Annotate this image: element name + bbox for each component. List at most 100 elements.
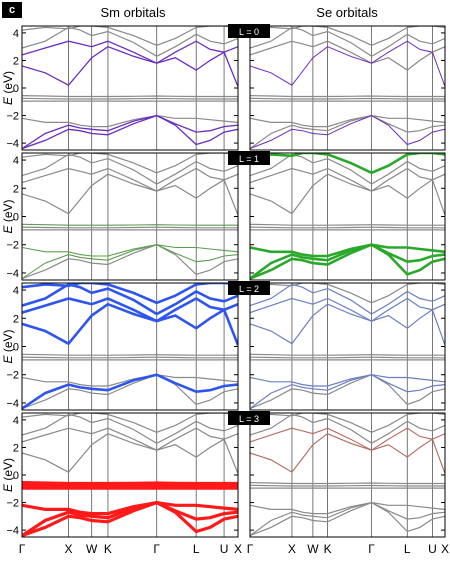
- band-d3: [250, 283, 445, 315]
- kpoint-label: K: [324, 542, 332, 556]
- legend-2: L = 2: [228, 281, 270, 295]
- band-s3: [22, 374, 238, 387]
- band-d3: [22, 26, 238, 57]
- band-s2: [22, 114, 238, 150]
- panel-se-row-0: [249, 25, 446, 151]
- band-lines: [250, 283, 445, 410]
- band-d4: [22, 283, 238, 305]
- band-lines: [250, 26, 445, 150]
- kpoint-label: U: [220, 542, 229, 556]
- band-d4: [250, 153, 445, 175]
- y-tick-label: 2: [13, 442, 19, 454]
- y-axis-label: E (eV): [1, 71, 15, 105]
- legend-3: L = 3: [228, 411, 270, 425]
- kpoint-label: X: [288, 542, 296, 556]
- legend-text: L = 2: [239, 284, 259, 294]
- band-f2: [250, 484, 445, 487]
- legend-box: [228, 24, 270, 38]
- band-s1: [250, 115, 445, 150]
- kpoint-label: X: [64, 542, 72, 556]
- band-f1: [250, 353, 445, 356]
- band-f2: [22, 356, 238, 359]
- legend-text: L = 3: [239, 414, 259, 424]
- band-f1: [250, 223, 445, 226]
- y-tick-label: 2: [13, 183, 19, 195]
- band-f2: [22, 97, 238, 100]
- band-lines: [22, 26, 238, 150]
- panel-sm-row-1: −4 −2 0 2 4 E (eV): [1, 152, 239, 281]
- band-lines: [22, 153, 238, 280]
- band-d4: [250, 413, 445, 433]
- kpoint-label: L: [404, 542, 411, 556]
- band-f2: [22, 226, 238, 229]
- band-s2: [250, 501, 445, 537]
- band-d2: [22, 167, 238, 199]
- y-axis-label: E (eV): [1, 458, 15, 492]
- legend-box: [228, 151, 270, 165]
- y-tick-label: −2: [6, 111, 19, 123]
- panel-sm-row-3: −4 −2 0 2 4 E (eV): [1, 412, 239, 538]
- y-tick-label: −2: [6, 498, 19, 510]
- band-s2: [22, 244, 238, 280]
- panel-se-row-1: [249, 152, 446, 281]
- band-d1: [22, 40, 238, 87]
- band-s1: [22, 244, 238, 280]
- band-s2: [250, 374, 445, 410]
- kpoint-label: Γ: [19, 542, 26, 556]
- y-tick-label: 2: [13, 313, 19, 325]
- band-d2: [22, 427, 238, 458]
- band-f2: [250, 97, 445, 100]
- band-d3: [250, 413, 445, 445]
- band-f1: [22, 223, 238, 226]
- band-d1: [22, 427, 238, 474]
- kpoint-label: Γ: [368, 542, 375, 556]
- band-d4: [22, 26, 238, 46]
- kpoint-label: K: [104, 542, 112, 556]
- band-d4: [250, 283, 445, 304]
- band-f1: [22, 95, 238, 98]
- band-d1: [250, 427, 445, 474]
- band-d1: [250, 167, 445, 216]
- band-d4: [22, 413, 238, 433]
- kpoint-label: X: [441, 542, 449, 556]
- band-f1: [250, 95, 445, 98]
- band-s3: [250, 374, 445, 387]
- band-d3: [22, 153, 238, 185]
- band-s2: [22, 373, 238, 410]
- legend-text: L = 0: [239, 27, 259, 37]
- band-s3: [250, 243, 445, 258]
- band-s3: [22, 500, 238, 516]
- band-d1: [22, 167, 238, 216]
- band-d3: [22, 413, 238, 444]
- y-axis-label: E (eV): [1, 199, 15, 233]
- panel-sm-row-2: −4 −2 0 2 4 E (eV): [1, 282, 239, 411]
- band-d4: [22, 153, 238, 174]
- band-d2: [250, 167, 445, 199]
- y-tick-label: −4: [6, 525, 19, 537]
- y-tick-label: 0: [13, 470, 19, 482]
- band-d1: [22, 297, 238, 346]
- y-tick-label: −4: [6, 268, 19, 280]
- band-d3: [22, 283, 238, 316]
- band-d2: [250, 427, 445, 458]
- band-d3: [250, 153, 445, 185]
- kpoint-label: X: [234, 542, 242, 556]
- kpoint-label: Γ: [153, 542, 160, 556]
- legend-text: L = 1: [239, 154, 259, 164]
- legend-1: L = 1: [228, 151, 270, 165]
- kpoint-label: U: [428, 542, 437, 556]
- band-s2: [250, 243, 445, 280]
- y-tick-label: −4: [6, 138, 19, 150]
- legend-box: [228, 281, 270, 295]
- panel-se-row-3: [249, 412, 446, 538]
- band-s3: [22, 244, 238, 257]
- band-f2: [22, 483, 238, 488]
- band-d1: [250, 297, 445, 346]
- band-d3: [250, 26, 445, 58]
- band-lines: [22, 413, 238, 537]
- band-d4: [250, 26, 445, 46]
- band-s2: [250, 114, 445, 150]
- kpoint-label: Γ: [247, 542, 254, 556]
